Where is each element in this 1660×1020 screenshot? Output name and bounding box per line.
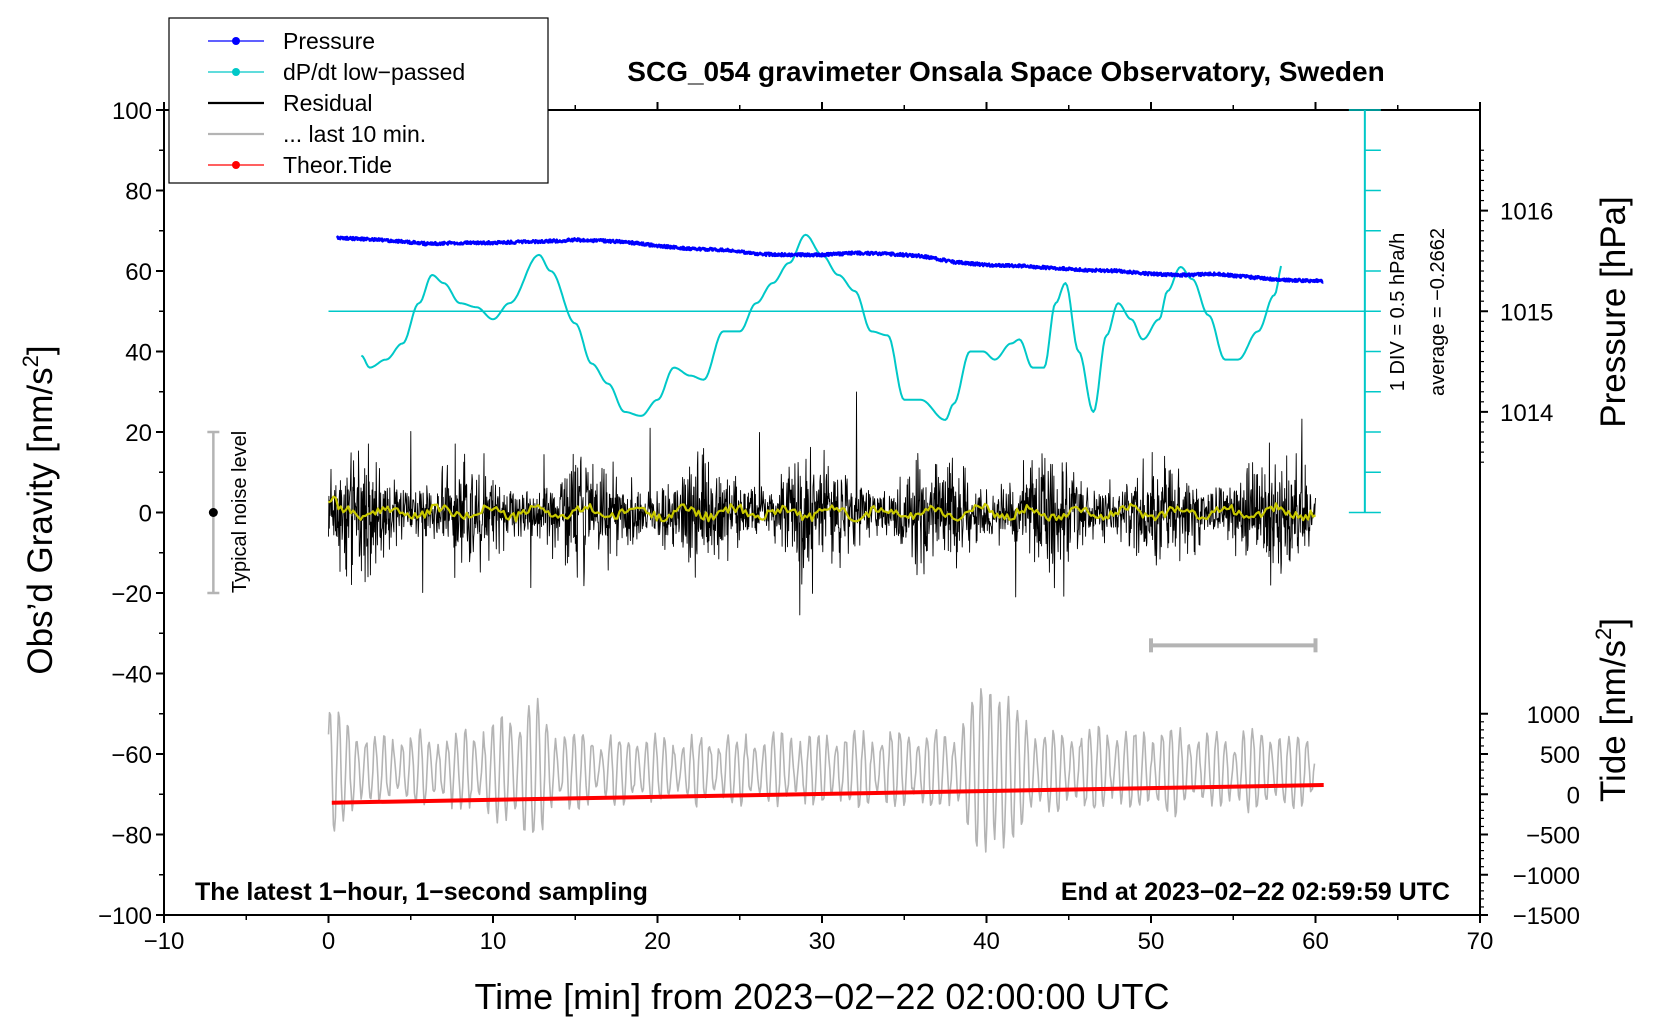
legend-label: Residual [283,90,373,116]
legend-swatch-marker [232,161,240,169]
noise-bar-dot [208,508,218,517]
x-tick-label: 30 [809,928,836,955]
dpdt-series [360,233,1282,421]
y-axis-label-left-tail: ] [21,345,60,355]
residual-smoothed-line [327,495,1317,523]
y-axis-label-tide-tail: ] [1594,618,1633,628]
residual-line [328,391,1316,616]
legend-swatch-marker [232,68,240,76]
tide-tick-label: −500 [1526,823,1580,850]
y-tick-label: 80 [125,179,152,206]
y-tick-label: 60 [125,259,152,286]
y-tick-label: −60 [111,742,152,769]
y-axis-label-tide-main: Tide [nm/s [1594,640,1633,802]
scale-bars [207,109,1381,653]
pressure-line [335,235,1324,284]
y-tick-label: 0 [139,501,152,528]
y-axis-label-tide: Tide [nm/s2] [1591,618,1633,802]
y-axis-label-left: Obs’d Gravity [nm/s2] [18,345,60,674]
pressure-tick-label: 1014 [1500,400,1553,427]
pressure-tick-label: 1016 [1500,199,1553,226]
tide-tick-label: −1000 [1513,863,1580,890]
y-tick-label: 40 [125,340,152,367]
x-tick-label: 60 [1302,928,1329,955]
y-axis-ticks: 100 80 60 40 20 0 −20 −40 −60 −80 −100 [98,98,164,930]
legend-box [168,17,549,184]
x-tick-label: 20 [644,928,671,955]
x-axis-ticks: −10 0 10 20 30 40 50 60 70 [144,102,1494,955]
last-10-min-series [327,687,1316,853]
noise-level-label: Typical noise level [229,431,251,593]
legend-swatch-marker [232,37,240,45]
chart-title: SCG_054 gravimeter Onsala Space Observat… [627,56,1384,87]
y-axis-label-left-main: Obs’d Gravity [nm/s [21,367,60,674]
legend: Pressure dP/dt low−passed Residual ... last… [168,17,549,184]
tide-series [331,783,1324,805]
x-tick-label: 40 [973,928,1000,955]
y-axis-label-pressure: Pressure [hPa] [1594,196,1633,428]
x-tick-label: 50 [1138,928,1165,955]
legend-label: dP/dt low−passed [283,59,465,85]
y-axis-label-left-sup: 2 [18,355,43,367]
x-axis-label: Time [min] from 2023−02−22 02:00:00 UTC [474,976,1169,1017]
tide-tick-label: 0 [1567,782,1580,809]
dpdt-scale-label: 1 DIV = 0.5 hPa/h [1387,233,1409,391]
pressure-axis-ticks: 1016 1015 1014 [1480,149,1553,463]
tide-axis-ticks: 1000 500 0 −500 −1000 −1500 [1480,702,1580,930]
residual-series [327,391,1317,616]
y-tick-label: −80 [111,823,152,850]
dpdt-line [360,233,1282,421]
legend-entries: Pressure dP/dt low−passed Residual ... last… [208,28,465,178]
tide-tick-label: 500 [1540,742,1580,769]
legend-label: ... last 10 min. [283,121,426,147]
y-axis-label-tide-sup: 2 [1591,628,1616,640]
x-tick-label: 0 [322,928,335,955]
x-tick-label: 70 [1467,928,1494,955]
y-tick-label: −100 [98,903,152,930]
y-tick-label: 100 [112,98,152,125]
x-tick-label: −10 [144,928,185,955]
tide-tick-label: 1000 [1527,702,1580,729]
annotation-bottom-left: The latest 1−hour, 1−second sampling [195,878,648,906]
y-tick-label: 20 [125,420,152,447]
y-tick-label: −40 [111,662,152,689]
tide-line [331,783,1324,805]
tide-tick-label: −1500 [1513,903,1580,930]
pressure-tick-label: 1015 [1500,299,1553,326]
pressure-series [335,235,1324,284]
last10-line [327,687,1316,853]
x-tick-label: 10 [480,928,507,955]
legend-label: Theor.Tide [283,152,392,178]
legend-label: Pressure [283,28,375,54]
annotation-bottom-right: End at 2023−02−22 02:59:59 UTC [1061,878,1450,906]
y-tick-label: −20 [111,581,152,608]
dpdt-average-label: average = −0.2662 [1427,228,1449,396]
